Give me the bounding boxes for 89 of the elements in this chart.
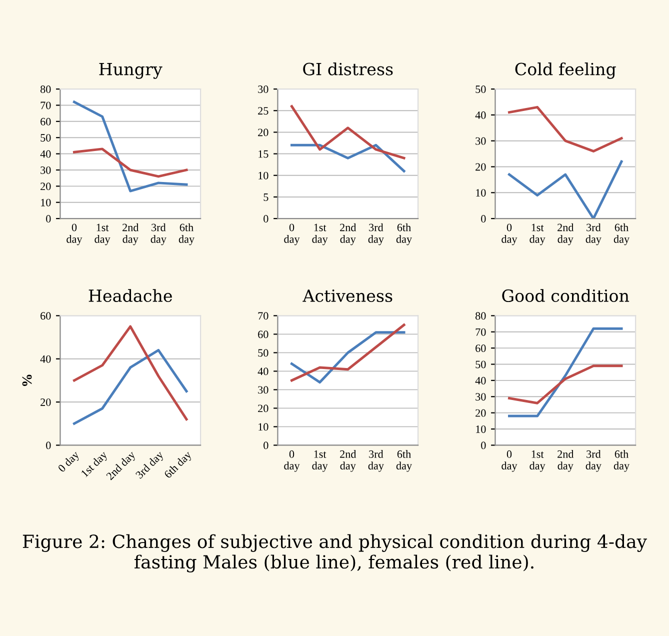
x-tick-label: 3rd day — [368, 450, 384, 472]
x-tick-label: 3rd day — [150, 223, 166, 246]
x-tick-label: 6th day — [178, 223, 194, 246]
y-tick-label: 20 — [40, 182, 51, 190]
y-tick-label: 60 — [258, 330, 268, 338]
y-tick-label: 20 — [476, 409, 486, 417]
y-tick-label: 50 — [476, 360, 486, 368]
x-tick-label: 2nd day — [558, 223, 574, 246]
y-tick-label: 0 — [481, 442, 486, 450]
y-tick-label: 70 — [258, 312, 268, 320]
x-tick-label: 3rd day — [586, 223, 602, 246]
y-tick-label: 20 — [258, 404, 268, 412]
chart-title: Activeness — [302, 290, 392, 302]
x-tick-label: 3rd day — [586, 450, 602, 472]
x-tick-label: 2nd day — [122, 223, 139, 246]
x-tick-label: 2nd day — [340, 223, 356, 246]
y-tick-label: 70 — [40, 102, 51, 110]
y-tick-label: 0 — [264, 442, 268, 450]
y-tick-label: 30 — [258, 386, 268, 394]
y-tick-label: 25 — [258, 107, 268, 115]
x-tick-label: 6th day — [163, 450, 194, 480]
y-axis-title: % — [22, 374, 32, 386]
line-series — [508, 160, 623, 219]
caption: Figure 2: Changes of subjective and physical condition during 4-day fasting Males (blue line), females (red line). — [22, 534, 647, 572]
y-tick-label: 15 — [258, 150, 268, 158]
y-tick-label: 0 — [46, 215, 51, 223]
y-tick-label: 20 — [476, 163, 486, 171]
y-tick-label: 60 — [40, 312, 51, 320]
y-tick-label: 80 — [40, 86, 51, 94]
line-series — [72, 100, 188, 192]
x-tick-label: 1st day — [312, 224, 328, 246]
y-tick-label: 70 — [476, 328, 486, 336]
y-tick-label: 40 — [40, 150, 51, 158]
x-tick-label: 6th day — [614, 223, 630, 246]
line-series — [508, 364, 623, 404]
x-tick-label: 0 day — [502, 450, 518, 472]
x-tick-label: 3rd day — [135, 450, 166, 481]
y-tick-label: 50 — [476, 86, 486, 94]
y-tick-label: 20 — [40, 398, 51, 406]
y-tick-label: 60 — [476, 344, 486, 352]
y-tick-label: 0 — [481, 215, 486, 223]
x-tick-label: 6th day — [396, 223, 412, 246]
y-tick-label: 30 — [258, 86, 268, 94]
x-tick-label: 1st day — [530, 450, 546, 472]
x-tick-label: 0 day — [284, 450, 300, 472]
x-tick-label: 6th day — [614, 450, 630, 472]
y-tick-label: 40 — [475, 111, 486, 119]
x-tick-label: 2nd day — [558, 450, 574, 472]
x-tick-label: 0 day — [66, 224, 82, 246]
x-tick-label: 6th day — [396, 450, 412, 472]
line-series — [290, 331, 406, 384]
y-tick-label: 50 — [40, 134, 51, 142]
y-tick-label: 40 — [475, 376, 486, 384]
y-tick-label: 60 — [40, 118, 51, 126]
y-tick-label: 30 — [476, 137, 486, 145]
x-tick-label: 1st day — [94, 224, 110, 246]
y-tick-label: 10 — [476, 425, 486, 433]
line-series — [72, 325, 188, 421]
x-tick-label: 3rd day — [368, 223, 384, 246]
chart-title: GI distress — [303, 62, 393, 76]
y-tick-label: 50 — [258, 349, 268, 357]
y-tick-label: 10 — [476, 189, 486, 197]
y-tick-label: 10 — [258, 423, 268, 431]
chart-title: Headache — [88, 289, 172, 302]
x-tick-label: 1st day — [530, 224, 546, 246]
line-series — [290, 324, 406, 382]
y-tick-label: 5 — [264, 194, 268, 201]
y-tick-label: 40 — [40, 355, 51, 363]
y-tick-label: 30 — [476, 393, 486, 401]
y-tick-label: 10 — [258, 172, 268, 180]
y-tick-label: 0 — [264, 215, 268, 223]
x-tick-label: 2nd day — [340, 450, 356, 472]
y-tick-label: 10 — [41, 198, 51, 206]
chart-title: Cold feeling — [515, 62, 616, 79]
x-tick-label: 1st day — [312, 450, 328, 472]
y-tick-label: 80 — [476, 312, 486, 320]
line-series — [72, 348, 188, 425]
x-tick-label: 0 day — [502, 224, 518, 246]
x-tick-label: 0 day — [57, 450, 82, 474]
line-series — [508, 106, 623, 152]
chart-title: Good condition — [502, 289, 630, 302]
x-tick-label: 0 day — [284, 224, 300, 246]
chart-title: Hungry — [99, 63, 162, 79]
line-series — [72, 148, 188, 178]
y-tick-label: 30 — [40, 166, 51, 174]
y-tick-label: 0 — [46, 442, 51, 450]
y-tick-label: 40 — [258, 368, 268, 376]
line-series — [290, 105, 406, 160]
y-tick-label: 20 — [258, 128, 268, 136]
